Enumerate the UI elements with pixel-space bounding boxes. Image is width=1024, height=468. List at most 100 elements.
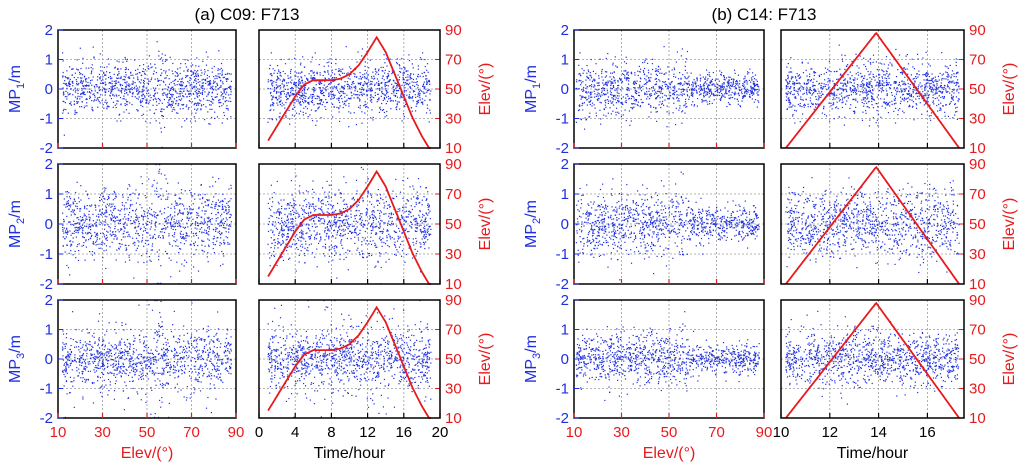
mp-point (127, 397, 129, 400)
mp-point (176, 261, 178, 263)
mp-point (316, 72, 318, 74)
mp-point (217, 212, 220, 214)
mp-point (105, 74, 107, 76)
mp-point (338, 107, 340, 110)
mp-point (175, 102, 177, 105)
mp-point (160, 74, 162, 77)
mp-point (88, 349, 91, 351)
mp-point (354, 229, 356, 232)
mp-point (185, 84, 188, 87)
mp-point (151, 357, 153, 359)
mp-point (194, 357, 196, 360)
mp-point (176, 352, 178, 354)
mp-point (176, 342, 179, 344)
mp-point (271, 84, 273, 86)
mp-point (93, 332, 95, 335)
mp-point (366, 83, 368, 86)
mp-point (227, 109, 229, 111)
mp-point (103, 228, 106, 230)
mp-point (331, 96, 333, 98)
mp-point (187, 213, 189, 215)
mp-point (375, 218, 377, 220)
mp-point (284, 63, 287, 65)
mp-point (316, 120, 318, 122)
mp-point (167, 104, 169, 106)
mp-point (124, 68, 126, 71)
mp-point (402, 78, 404, 80)
mp-point (69, 359, 71, 362)
mp-point (184, 368, 187, 370)
mp-point (111, 77, 113, 79)
mp-point (93, 369, 95, 371)
mp-point (161, 372, 163, 374)
mp-point (138, 193, 140, 195)
mp-point (170, 81, 172, 84)
mp-point (179, 88, 182, 90)
mp-point (227, 342, 229, 344)
mp-point (355, 86, 357, 88)
mp-point (272, 224, 274, 226)
mp-point (201, 350, 203, 352)
mp-point (102, 363, 105, 366)
mp-point (420, 243, 422, 245)
mp-point (220, 102, 222, 104)
mp-point (180, 198, 182, 200)
mp-point (382, 108, 385, 111)
mp-point (300, 62, 302, 64)
mp-point (195, 346, 198, 348)
mp-point (192, 357, 194, 359)
mp-point (419, 57, 422, 59)
mp-point (103, 187, 105, 189)
mp-point (319, 89, 322, 92)
mp-point (73, 232, 75, 235)
mp-point (206, 359, 208, 361)
mp-point (88, 77, 90, 79)
mp-point (147, 103, 150, 105)
mp-point (301, 207, 303, 209)
mp-point (226, 354, 228, 357)
mp-point (372, 222, 374, 224)
mp-point (117, 366, 120, 368)
mp-point (147, 212, 149, 214)
mp-point (132, 360, 134, 362)
mp-point (275, 79, 278, 81)
mp-point (270, 104, 272, 106)
mp-point (225, 97, 227, 99)
mp-point (229, 225, 232, 227)
mp-point (79, 339, 81, 342)
mp-point (73, 224, 75, 226)
mp-point (209, 218, 212, 221)
mp-point (96, 79, 99, 81)
mp-point (62, 355, 64, 357)
mp-point (369, 240, 371, 242)
mp-point (88, 67, 90, 69)
mp-point (84, 368, 86, 370)
mp-point (287, 246, 289, 249)
mp-point (229, 352, 231, 354)
mp-point (368, 67, 370, 69)
mp-point (226, 224, 228, 226)
mp-point (85, 85, 87, 87)
mp-point (410, 205, 412, 207)
mp-point (202, 82, 205, 84)
mp-point (229, 343, 231, 346)
mp-point (230, 73, 232, 75)
mp-point (303, 216, 305, 218)
mp-point (213, 82, 215, 84)
mp-point (172, 324, 174, 326)
mp-point (381, 91, 383, 93)
mp-point (280, 243, 282, 245)
mp-point (273, 88, 275, 90)
mp-point (155, 361, 157, 363)
mp-point (139, 339, 141, 341)
mp-point (286, 238, 288, 240)
mp-point (135, 237, 138, 239)
mp-point (66, 372, 68, 374)
mp-point (218, 76, 220, 78)
mp-point (355, 214, 358, 216)
mp-point (314, 89, 316, 92)
mp-point (159, 194, 161, 196)
mp-point (74, 356, 76, 358)
mp-point (124, 88, 126, 90)
